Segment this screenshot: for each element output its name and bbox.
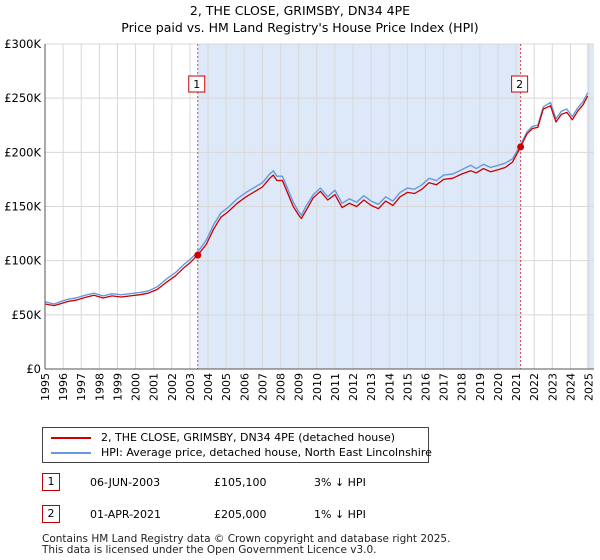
x-tick-label: 2007 bbox=[256, 373, 269, 401]
footer-copyright: Contains HM Land Registry data © Crown c… bbox=[42, 533, 451, 545]
x-tick-label: 2009 bbox=[293, 373, 306, 401]
x-tick-label: 2003 bbox=[184, 373, 197, 401]
x-tick-label: 2018 bbox=[456, 373, 469, 401]
x-tick-label: 2006 bbox=[238, 373, 251, 401]
x-tick-label: 2005 bbox=[220, 373, 233, 401]
x-tick-label: 1997 bbox=[75, 373, 88, 401]
y-tick-label: £300K bbox=[4, 37, 41, 51]
sale-label-rect bbox=[511, 75, 529, 93]
sale-label-box-2: 2 bbox=[511, 75, 529, 93]
sale-point-1 bbox=[194, 251, 202, 259]
legend-swatch-property bbox=[51, 437, 91, 439]
x-tick-label: 2015 bbox=[401, 373, 414, 401]
x-tick-label: 2025 bbox=[583, 373, 596, 401]
sale-label-text: 2 bbox=[516, 78, 523, 91]
sale-date: 06-JUN-2003 bbox=[90, 476, 161, 489]
series-line-property bbox=[44, 95, 589, 307]
y-tick-label: £100K bbox=[4, 254, 41, 268]
footer-licence: This data is licensed under the Open Gov… bbox=[42, 544, 377, 556]
y-tick-label: £50K bbox=[12, 308, 42, 322]
x-tick-label: 2012 bbox=[347, 373, 360, 401]
sale-point-2 bbox=[517, 143, 525, 151]
sale-price: £205,000 bbox=[214, 508, 267, 521]
x-tick-label: 2019 bbox=[474, 373, 487, 401]
sale-label-rect bbox=[188, 75, 206, 93]
x-tick-label: 2017 bbox=[438, 373, 451, 401]
x-tick-label: 2011 bbox=[329, 373, 342, 401]
x-tick-label: 2013 bbox=[365, 373, 378, 401]
legend-swatch-hpi bbox=[51, 452, 91, 454]
sale-hpi-diff: 1% ↓ HPI bbox=[314, 508, 366, 521]
x-tick-label: 2008 bbox=[275, 373, 288, 401]
sale-label-box-1: 1 bbox=[188, 75, 206, 93]
sale-hpi-diff: 3% ↓ HPI bbox=[314, 476, 366, 489]
x-tick-label: 2001 bbox=[148, 373, 161, 401]
x-tick-label: 1995 bbox=[39, 373, 52, 401]
y-tick-label: £0 bbox=[26, 362, 41, 376]
legend: 2, THE CLOSE, GRIMSBY, DN34 4PE (detache… bbox=[42, 427, 432, 463]
x-tick-label: 2020 bbox=[492, 373, 505, 401]
sale-price: £105,100 bbox=[214, 476, 267, 489]
legend-label-hpi: HPI: Average price, detached house, Nort… bbox=[101, 446, 432, 459]
x-tick-label: 2021 bbox=[510, 373, 523, 401]
chart-subtitle: Price paid vs. HM Land Registry's House … bbox=[121, 20, 479, 35]
x-tick-label: 2023 bbox=[546, 373, 559, 401]
x-tick-label: 1998 bbox=[93, 373, 106, 401]
y-tick-label: £150K bbox=[4, 200, 41, 214]
x-tick-label: 2024 bbox=[564, 373, 577, 401]
x-tick-label: 2000 bbox=[130, 373, 143, 401]
y-tick-label: £200K bbox=[4, 145, 41, 159]
sale-date: 01-APR-2021 bbox=[90, 508, 162, 521]
sale-number-badge: 1 bbox=[42, 473, 60, 491]
sale-number-badge: 2 bbox=[42, 505, 60, 523]
x-tick-label: 2022 bbox=[528, 373, 541, 401]
x-tick-label: 2010 bbox=[311, 373, 324, 401]
series-line-hpi bbox=[44, 92, 589, 305]
x-tick-label: 1996 bbox=[57, 373, 70, 401]
x-tick-label: 2004 bbox=[202, 373, 215, 401]
chart-title: 2, THE CLOSE, GRIMSBY, DN34 4PE bbox=[189, 3, 411, 18]
x-tick-label: 2014 bbox=[383, 373, 396, 401]
sale-label-text: 1 bbox=[193, 78, 200, 91]
x-tick-label: 2016 bbox=[419, 373, 432, 401]
y-tick-label: £250K bbox=[4, 91, 41, 105]
x-tick-label: 2002 bbox=[166, 373, 179, 401]
legend-label-property: 2, THE CLOSE, GRIMSBY, DN34 4PE (detache… bbox=[101, 431, 396, 444]
series-lines bbox=[44, 92, 589, 307]
x-tick-label: 1999 bbox=[111, 373, 124, 401]
